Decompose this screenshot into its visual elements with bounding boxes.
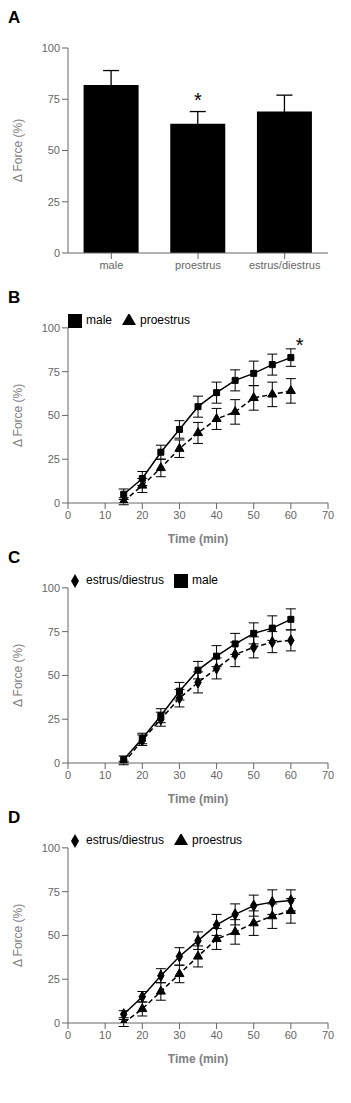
svg-text:Time (min): Time (min) <box>168 1052 228 1066</box>
html-text:A: A <box>8 8 21 27</box>
svg-text:0: 0 <box>54 757 60 769</box>
svg-text:25: 25 <box>48 713 60 725</box>
svg-text:75: 75 <box>48 366 60 378</box>
svg-text:*: * <box>296 334 304 356</box>
svg-text:40: 40 <box>210 769 222 781</box>
svg-text:75: 75 <box>48 626 60 638</box>
html-text:C: C <box>8 548 21 567</box>
svg-text:50: 50 <box>248 769 260 781</box>
svg-text:male: male <box>99 259 123 271</box>
svg-text:0: 0 <box>65 509 71 521</box>
svg-text:20: 20 <box>136 509 148 521</box>
html-text:male: male <box>86 313 112 327</box>
svg-text:50: 50 <box>248 509 260 521</box>
svg-text:50: 50 <box>48 669 60 681</box>
html-text:proestrus: proestrus <box>192 833 243 847</box>
html-text:B: B <box>8 288 21 307</box>
svg-text:70: 70 <box>322 1029 334 1041</box>
svg-text:0: 0 <box>54 497 60 509</box>
svg-text:25: 25 <box>48 196 60 208</box>
svg-text:10: 10 <box>99 509 111 521</box>
svg-text:60: 60 <box>285 509 297 521</box>
svg-text:0: 0 <box>54 247 60 259</box>
svg-text:10: 10 <box>99 1029 111 1041</box>
svg-text:50: 50 <box>48 929 60 941</box>
svg-text:40: 40 <box>210 509 222 521</box>
svg-text:30: 30 <box>173 1029 185 1041</box>
svg-text:100: 100 <box>42 42 60 54</box>
svg-text:*: * <box>194 89 202 111</box>
svg-text:25: 25 <box>48 973 60 985</box>
html-text:estrus/diestrus: estrus/diestrus <box>86 833 164 847</box>
svg-text:100: 100 <box>42 842 60 854</box>
svg-text:10: 10 <box>99 769 111 781</box>
svg-text:70: 70 <box>322 509 334 521</box>
svg-text:Δ Force (%): Δ Force (%) <box>11 644 25 707</box>
svg-text:Δ Force (%): Δ Force (%) <box>11 384 25 447</box>
svg-text:estrus/diestrus: estrus/diestrus <box>249 259 321 271</box>
html-text:proestrus: proestrus <box>140 313 190 327</box>
svg-text:25: 25 <box>48 453 60 465</box>
svg-text:Time (min): Time (min) <box>168 532 228 546</box>
svg-text:proestrus: proestrus <box>175 259 221 271</box>
svg-text:100: 100 <box>42 322 60 334</box>
svg-text:0: 0 <box>65 769 71 781</box>
svg-text:75: 75 <box>48 93 60 105</box>
svg-text:20: 20 <box>136 769 148 781</box>
svg-text:Δ Force (%): Δ Force (%) <box>11 119 25 182</box>
svg-text:30: 30 <box>173 509 185 521</box>
svg-text:40: 40 <box>210 1029 222 1041</box>
html-text:male: male <box>192 573 218 587</box>
html-text:estrus/diestrus: estrus/diestrus <box>86 573 164 587</box>
svg-text:60: 60 <box>285 769 297 781</box>
svg-text:30: 30 <box>173 769 185 781</box>
svg-text:20: 20 <box>136 1029 148 1041</box>
svg-text:60: 60 <box>285 1029 297 1041</box>
svg-text:70: 70 <box>322 769 334 781</box>
svg-text:50: 50 <box>48 144 60 156</box>
svg-text:Time (min): Time (min) <box>168 792 228 806</box>
svg-text:0: 0 <box>65 1029 71 1041</box>
html-text:D: D <box>8 808 21 827</box>
svg-text:100: 100 <box>42 582 60 594</box>
svg-text:0: 0 <box>54 1017 60 1029</box>
svg-text:Δ Force (%): Δ Force (%) <box>11 904 25 967</box>
svg-text:50: 50 <box>48 409 60 421</box>
svg-text:75: 75 <box>48 886 60 898</box>
svg-text:50: 50 <box>248 1029 260 1041</box>
